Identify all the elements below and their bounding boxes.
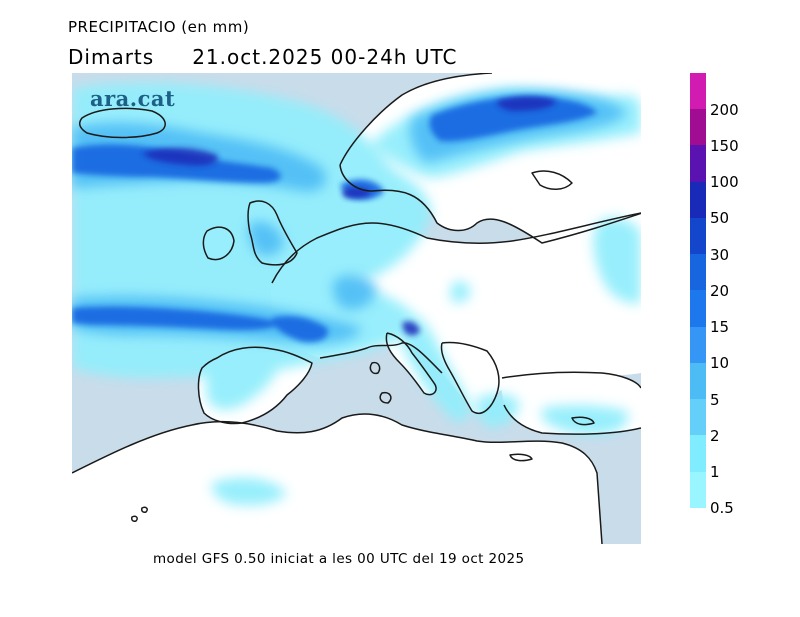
legend-swatch-11	[690, 73, 706, 109]
legend-swatch-3	[690, 363, 706, 399]
legend-label-0: 0.5	[710, 499, 734, 517]
legend-label-10: 150	[710, 137, 739, 155]
legend-swatch-7	[690, 218, 706, 254]
legend-label-8: 50	[710, 209, 730, 227]
legend-label-2: 2	[710, 427, 720, 445]
legend-label-11: 200	[710, 101, 739, 119]
land-africa	[72, 413, 602, 544]
legend-swatch-9	[690, 145, 706, 182]
precipitation-very-heavy	[142, 96, 557, 336]
legend-swatch-5	[690, 290, 706, 327]
model-info: model GFS 0.50 iniciat a les 00 UTC del …	[153, 551, 525, 567]
legend-swatch-0	[690, 472, 706, 508]
legend-label-7: 30	[710, 246, 730, 264]
legend-colorbar	[690, 73, 706, 508]
land-balkans	[441, 342, 499, 414]
legend-label-1: 1	[710, 463, 720, 481]
aracat-logo: ara.cat	[90, 86, 176, 111]
legend-label-6: 20	[710, 282, 730, 300]
legend-label-5: 15	[710, 318, 730, 336]
legend-label-3: 5	[710, 391, 720, 409]
date-line: Dimarts 21.oct.2025 00-24h UTC	[68, 45, 495, 69]
legend-swatch-2	[690, 399, 706, 435]
chart-title: PRECIPITACIO (en mm)	[68, 18, 250, 36]
legend-swatch-10	[690, 109, 706, 145]
date-range-label: 21.oct.2025 00-24h UTC	[192, 45, 458, 69]
legend-swatch-6	[690, 254, 706, 290]
day-label: Dimarts	[68, 45, 155, 69]
legend-label-9: 100	[710, 173, 739, 191]
legend-swatch-1	[690, 435, 706, 472]
legend-swatch-4	[690, 327, 706, 363]
coastlines	[72, 73, 641, 544]
legend-label-4: 10	[710, 354, 730, 372]
legend-swatch-8	[690, 182, 706, 218]
precipitation-map	[72, 73, 641, 544]
